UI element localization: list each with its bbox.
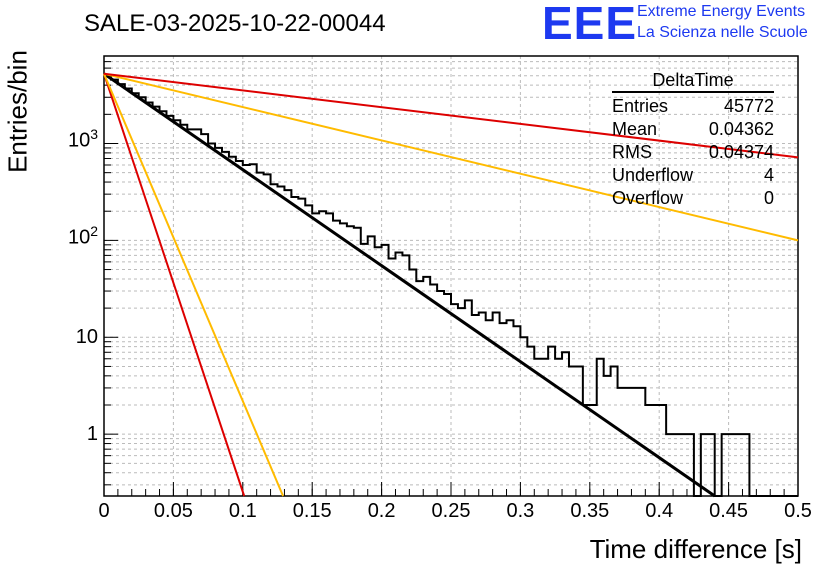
y-tick-exponent: 3 — [90, 126, 98, 143]
series-line-orange-steep — [103, 73, 284, 497]
series-line-fit — [103, 72, 716, 498]
logo-line-1: Extreme Energy Events — [637, 3, 806, 20]
stats-row: Mean 0.04362 — [612, 118, 774, 141]
stats-row: Underflow 4 — [612, 164, 774, 187]
stats-value: 45772 — [723, 96, 774, 116]
stats-label: Mean — [612, 119, 658, 139]
y-tick-exponent: 2 — [90, 223, 98, 240]
histogram-bars — [104, 73, 798, 497]
plot-title: SALE-03-2025-10-22-00044 — [84, 10, 386, 37]
stats-value: 0 — [763, 188, 774, 208]
y-tick-base: 10 — [67, 129, 91, 152]
stats-label: Underflow — [612, 165, 694, 185]
y-axis-label: Entries/bin — [2, 50, 33, 173]
stats-row: RMS 0.04374 — [612, 141, 774, 164]
x-tick-label: 0.1 — [228, 500, 257, 522]
y-tick-base: 10 — [75, 325, 98, 348]
stats-box: DeltaTime Entries 45772 Mean 0.04362 RMS… — [612, 70, 774, 210]
series-line-red-steep — [103, 73, 246, 497]
x-tick-label: 0.5 — [784, 500, 812, 522]
y-tick-label: 102 — [68, 223, 98, 250]
stats-row: Entries 45772 — [612, 95, 774, 118]
y-tick-label: 10 — [76, 326, 98, 349]
series-line-red-shallow — [103, 72, 799, 159]
x-tick-label: 0 — [98, 500, 110, 522]
stats-label: Entries — [612, 96, 669, 116]
x-tick-label: 0.05 — [153, 500, 193, 522]
x-tick-label: 0.4 — [645, 500, 674, 522]
stats-value: 4 — [763, 165, 774, 185]
logo-line-2: La Scienza nelle Scuole — [637, 24, 808, 41]
x-axis-label: Time difference [s] — [589, 534, 802, 564]
stats-row: Overflow 0 — [612, 187, 774, 210]
x-tick-label: 0.3 — [506, 500, 535, 522]
stats-value: 0.04362 — [708, 119, 774, 139]
x-tick-label: 0.15 — [292, 500, 332, 522]
eee-logo: EEE — [542, 0, 638, 49]
y-tick-base: 1 — [86, 422, 98, 445]
stats-label: RMS — [612, 142, 652, 162]
stats-value: 0.04374 — [708, 142, 774, 162]
y-tick-label: 103 — [68, 126, 98, 153]
x-tick-label: 0.45 — [709, 500, 749, 522]
fit-lines — [103, 72, 799, 498]
stats-name: DeltaTime — [612, 70, 774, 93]
series-line-orange-shallow — [103, 72, 799, 242]
x-tick-label: 0.35 — [570, 500, 610, 522]
y-tick-base: 10 — [67, 226, 91, 249]
stats-label: Overflow — [612, 188, 684, 208]
x-tick-label: 0.2 — [367, 500, 396, 522]
y-tick-label: 1 — [87, 423, 98, 446]
x-tick-label: 0.25 — [431, 500, 471, 522]
